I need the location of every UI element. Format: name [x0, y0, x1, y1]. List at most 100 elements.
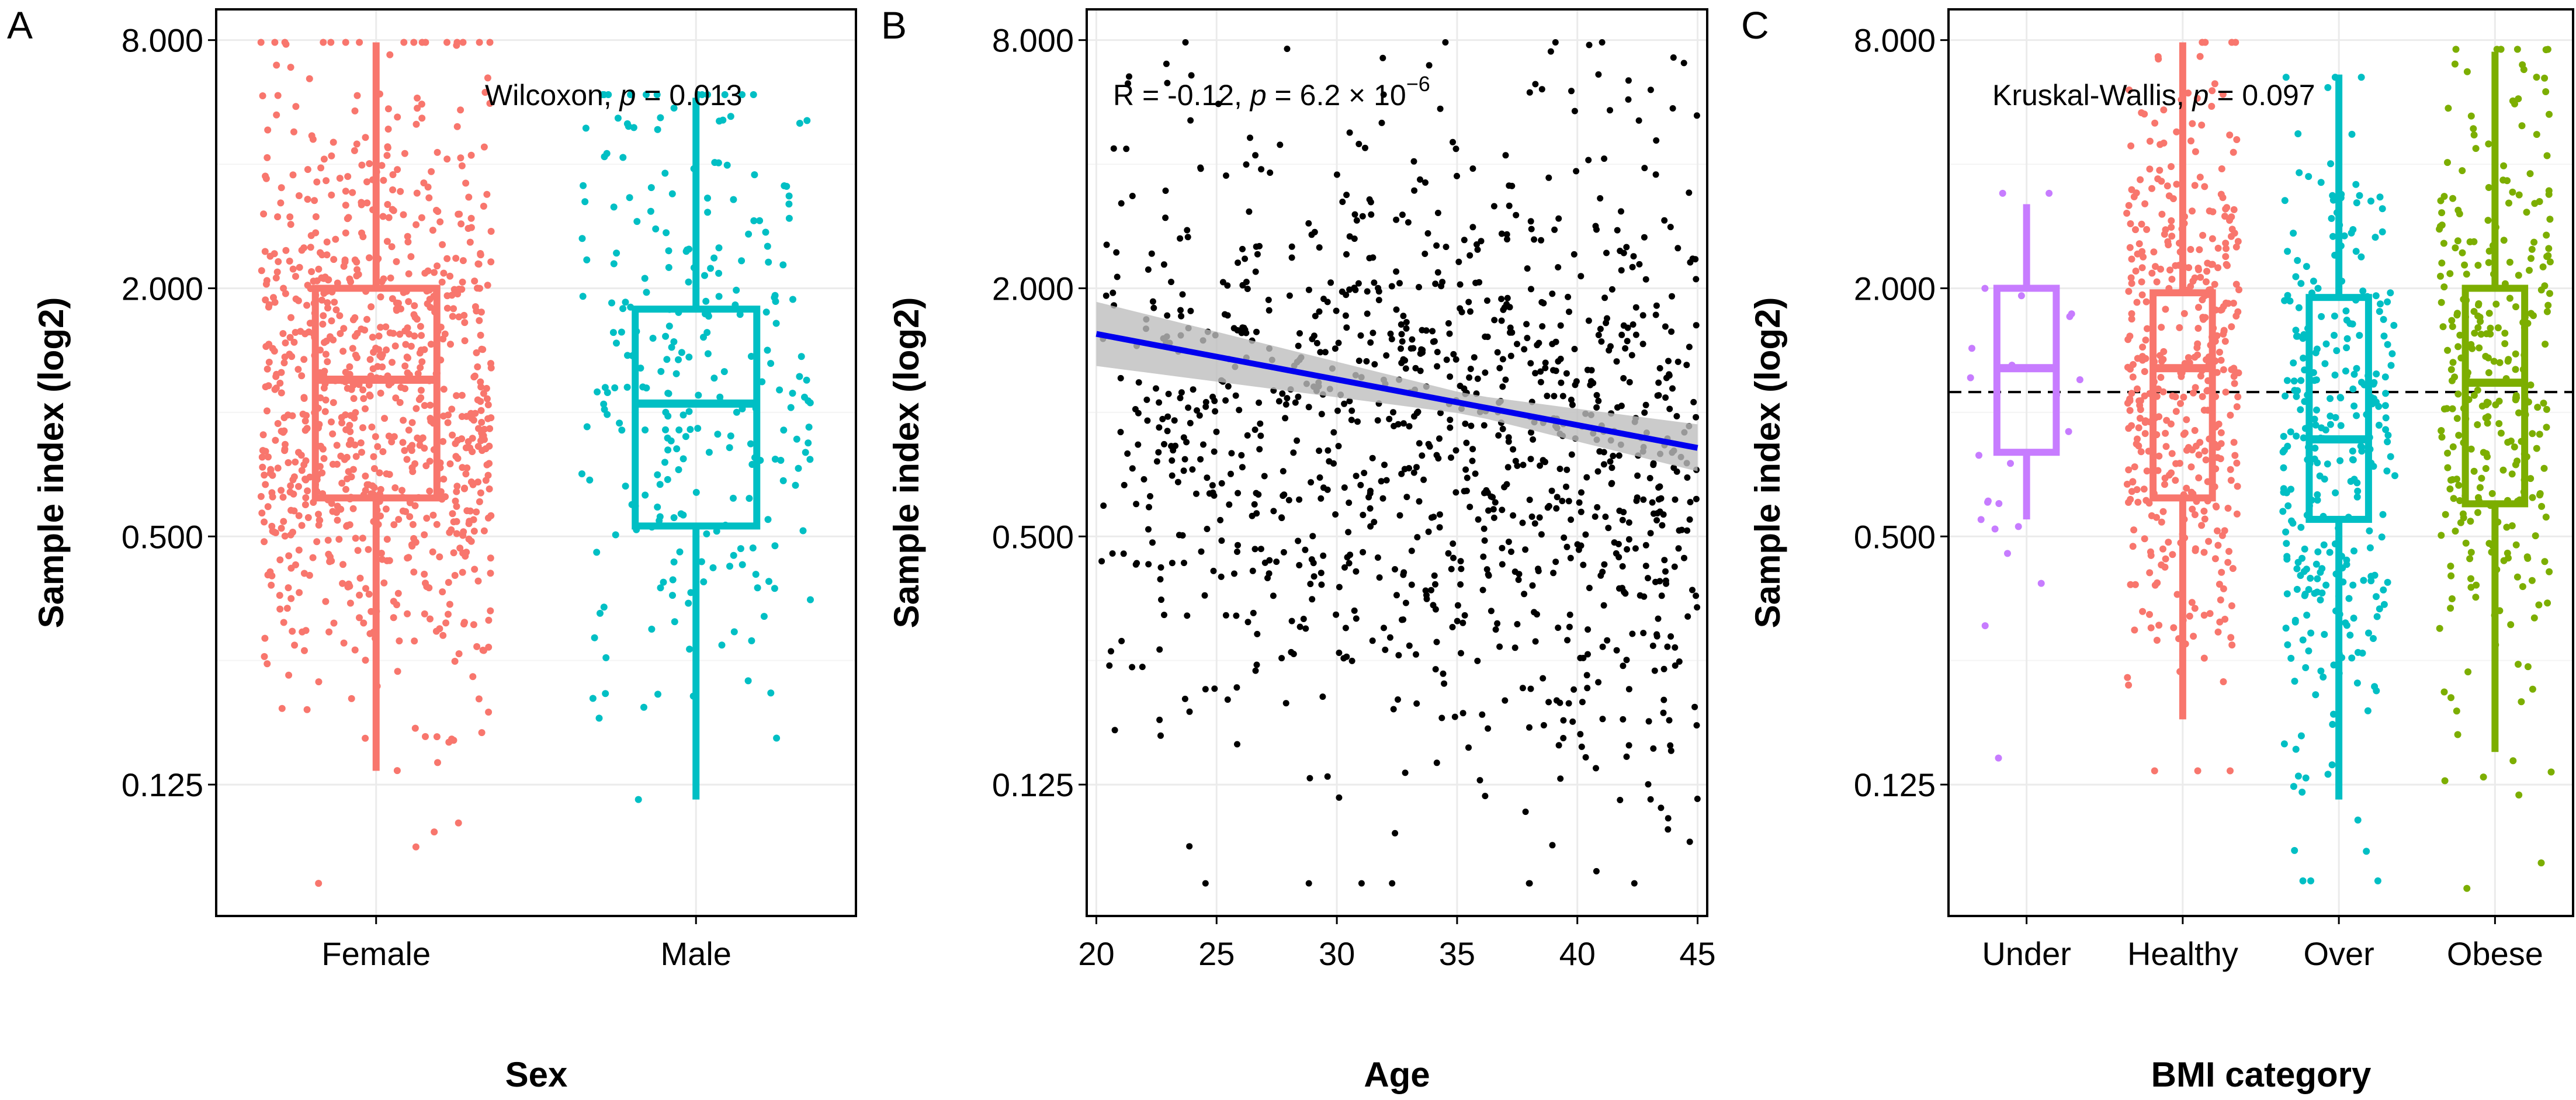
data-point: [1535, 568, 1542, 574]
data-point: [455, 210, 462, 218]
data-point: [2125, 681, 2133, 689]
data-point: [1565, 700, 1572, 707]
data-point: [2312, 376, 2320, 384]
data-point: [1371, 519, 1378, 526]
data-point: [411, 502, 419, 509]
data-point: [1430, 338, 1437, 345]
data-point: [2294, 558, 2302, 566]
data-point: [409, 520, 417, 528]
data-point: [1539, 323, 1546, 330]
data-point: [1568, 516, 1575, 523]
data-point: [1343, 192, 1350, 199]
data-point: [370, 465, 378, 473]
data-point: [750, 217, 758, 224]
data-point: [313, 178, 321, 186]
data-point: [1465, 299, 1472, 306]
data-point: [1169, 560, 1176, 567]
data-point: [471, 565, 479, 573]
box: [311, 284, 441, 502]
data-point: [412, 221, 420, 228]
data-point: [1165, 390, 1172, 397]
data-point: [612, 531, 619, 539]
data-point: [446, 460, 454, 467]
data-point: [346, 363, 353, 370]
data-point: [673, 445, 681, 453]
data-point: [1153, 385, 1159, 392]
data-point: [1258, 166, 1265, 173]
data-point: [2195, 304, 2202, 311]
data-point: [2542, 513, 2550, 521]
data-point: [1620, 716, 1627, 723]
data-point: [2220, 585, 2227, 592]
data-point: [1267, 169, 1274, 176]
data-point: [662, 426, 669, 433]
data-point: [1540, 722, 1547, 728]
data-point: [1607, 458, 1614, 465]
data-point: [1595, 71, 1602, 78]
data-point: [389, 295, 396, 303]
group-male: [578, 91, 814, 803]
data-point: [457, 106, 464, 114]
data-point: [2437, 197, 2445, 204]
data-point: [1555, 742, 1562, 749]
data-point: [1147, 493, 1153, 499]
data-point: [2326, 549, 2334, 556]
data-point: [2299, 877, 2307, 884]
data-point: [2505, 199, 2512, 207]
data-point: [1530, 436, 1537, 443]
data-point: [324, 536, 332, 544]
data-point: [281, 447, 289, 454]
data-point: [1666, 372, 1673, 379]
data-point: [2196, 439, 2204, 446]
data-point: [474, 443, 482, 450]
data-point: [2391, 472, 2398, 480]
data-point: [1506, 304, 1513, 311]
data-point: [1512, 457, 1519, 464]
data-point: [618, 426, 626, 434]
data-point: [352, 351, 359, 359]
data-point: [1181, 695, 1188, 702]
data-point: [1393, 216, 1400, 223]
data-point: [2508, 470, 2516, 478]
data-point: [2126, 244, 2134, 251]
data-point: [1353, 217, 1360, 224]
data-point: [803, 376, 810, 384]
data-point: [1664, 643, 1671, 650]
data-point: [2185, 264, 2193, 272]
data-point: [358, 201, 365, 209]
data-point: [1313, 339, 1320, 346]
data-point: [1519, 519, 1526, 526]
data-point: [2358, 379, 2365, 386]
data-point: [1642, 542, 1649, 549]
data-point: [2440, 405, 2448, 413]
data-point: [477, 489, 484, 497]
data-point: [273, 268, 281, 276]
data-point: [1238, 452, 1245, 459]
data-point: [262, 447, 269, 455]
data-point: [2328, 761, 2336, 769]
data-point: [2161, 481, 2168, 488]
data-point: [1353, 568, 1360, 575]
data-point: [1395, 696, 1401, 703]
y-tick-label: 0.125: [992, 766, 1074, 803]
data-point: [261, 471, 268, 479]
data-point: [601, 153, 608, 161]
data-point: [362, 734, 369, 742]
data-point: [618, 328, 625, 336]
data-point: [2165, 539, 2172, 546]
data-point: [2170, 624, 2178, 631]
data-point: [1398, 331, 1405, 338]
data-point: [661, 459, 668, 466]
data-point: [2158, 561, 2165, 568]
data-point: [1419, 452, 1426, 459]
data-point: [2231, 380, 2238, 387]
data-point: [1399, 338, 1406, 345]
data-point: [390, 521, 398, 529]
data-point: [2230, 439, 2238, 446]
data-point: [315, 678, 323, 686]
data-point: [2198, 122, 2206, 129]
data-point: [1156, 424, 1163, 431]
data-point: [2155, 622, 2163, 629]
